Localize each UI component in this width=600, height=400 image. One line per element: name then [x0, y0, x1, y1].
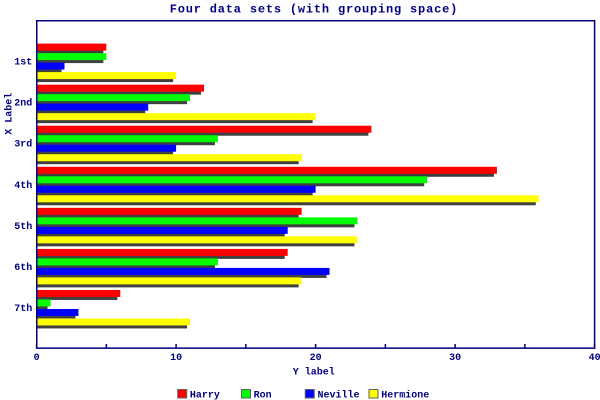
- svg-text:2nd: 2nd: [14, 98, 32, 110]
- svg-text:6th: 6th: [14, 262, 32, 274]
- svg-text:Neville: Neville: [317, 389, 359, 400]
- svg-text:1st: 1st: [14, 58, 32, 69]
- svg-text:X Label: X Label: [4, 93, 16, 135]
- svg-text:Y label: Y label: [293, 367, 335, 379]
- svg-text:3rd: 3rd: [14, 139, 32, 151]
- svg-text:Ron: Ron: [254, 390, 272, 400]
- svg-text:20: 20: [310, 353, 322, 364]
- svg-text:5th: 5th: [14, 221, 32, 233]
- svg-text:Four data sets (with grouping: Four data sets (with grouping space): [170, 3, 458, 17]
- svg-text:10: 10: [170, 353, 182, 364]
- svg-text:30: 30: [449, 353, 461, 364]
- svg-text:40: 40: [589, 353, 600, 364]
- svg-text:7th: 7th: [14, 303, 32, 315]
- svg-text:4th: 4th: [14, 180, 32, 192]
- svg-text:Harry: Harry: [190, 390, 220, 400]
- svg-text:0: 0: [34, 353, 40, 364]
- svg-text:Hermione: Hermione: [381, 389, 429, 400]
